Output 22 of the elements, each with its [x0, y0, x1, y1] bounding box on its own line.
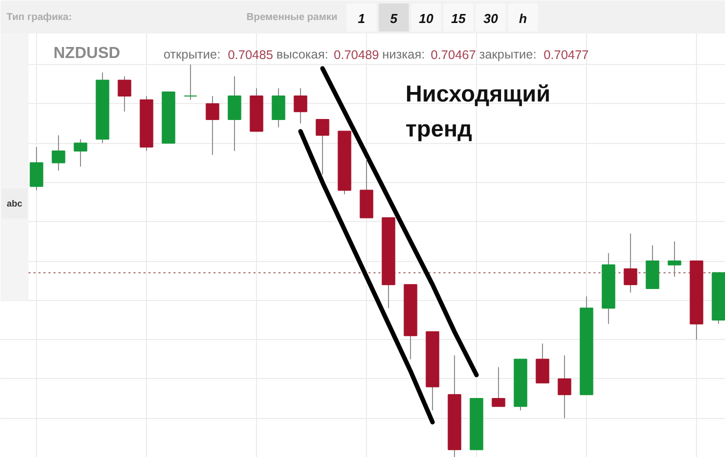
text: Временные рамки [246, 12, 338, 23]
candlestick [184, 64, 198, 100]
text: 1 5 10 15 30 h [358, 11, 527, 26]
candlestick [668, 240, 682, 278]
candlestick [536, 343, 550, 384]
candlestick [294, 88, 308, 124]
chart-title: NZDUSD [54, 45, 120, 62]
annotation: Нисходящий тренд [406, 80, 550, 142]
candlestick [624, 232, 638, 293]
text: Тип графика: [6, 12, 72, 23]
candlestick [228, 76, 242, 152]
candlestick [272, 88, 286, 128]
annotation: abc [6, 198, 22, 208]
chart-subtitle: открытие: 0.70485 высокая: 0.70489 низкая: 0.70467 закрытие: 0.70477 [164, 48, 589, 62]
candlestick [316, 119, 330, 176]
candlestick [492, 366, 506, 407]
candlestick [206, 95, 220, 156]
candlestick [74, 138, 88, 168]
candlestick [30, 146, 44, 191]
candlestick [52, 134, 66, 172]
candlestick [118, 76, 132, 112]
candlestick [558, 354, 572, 419]
